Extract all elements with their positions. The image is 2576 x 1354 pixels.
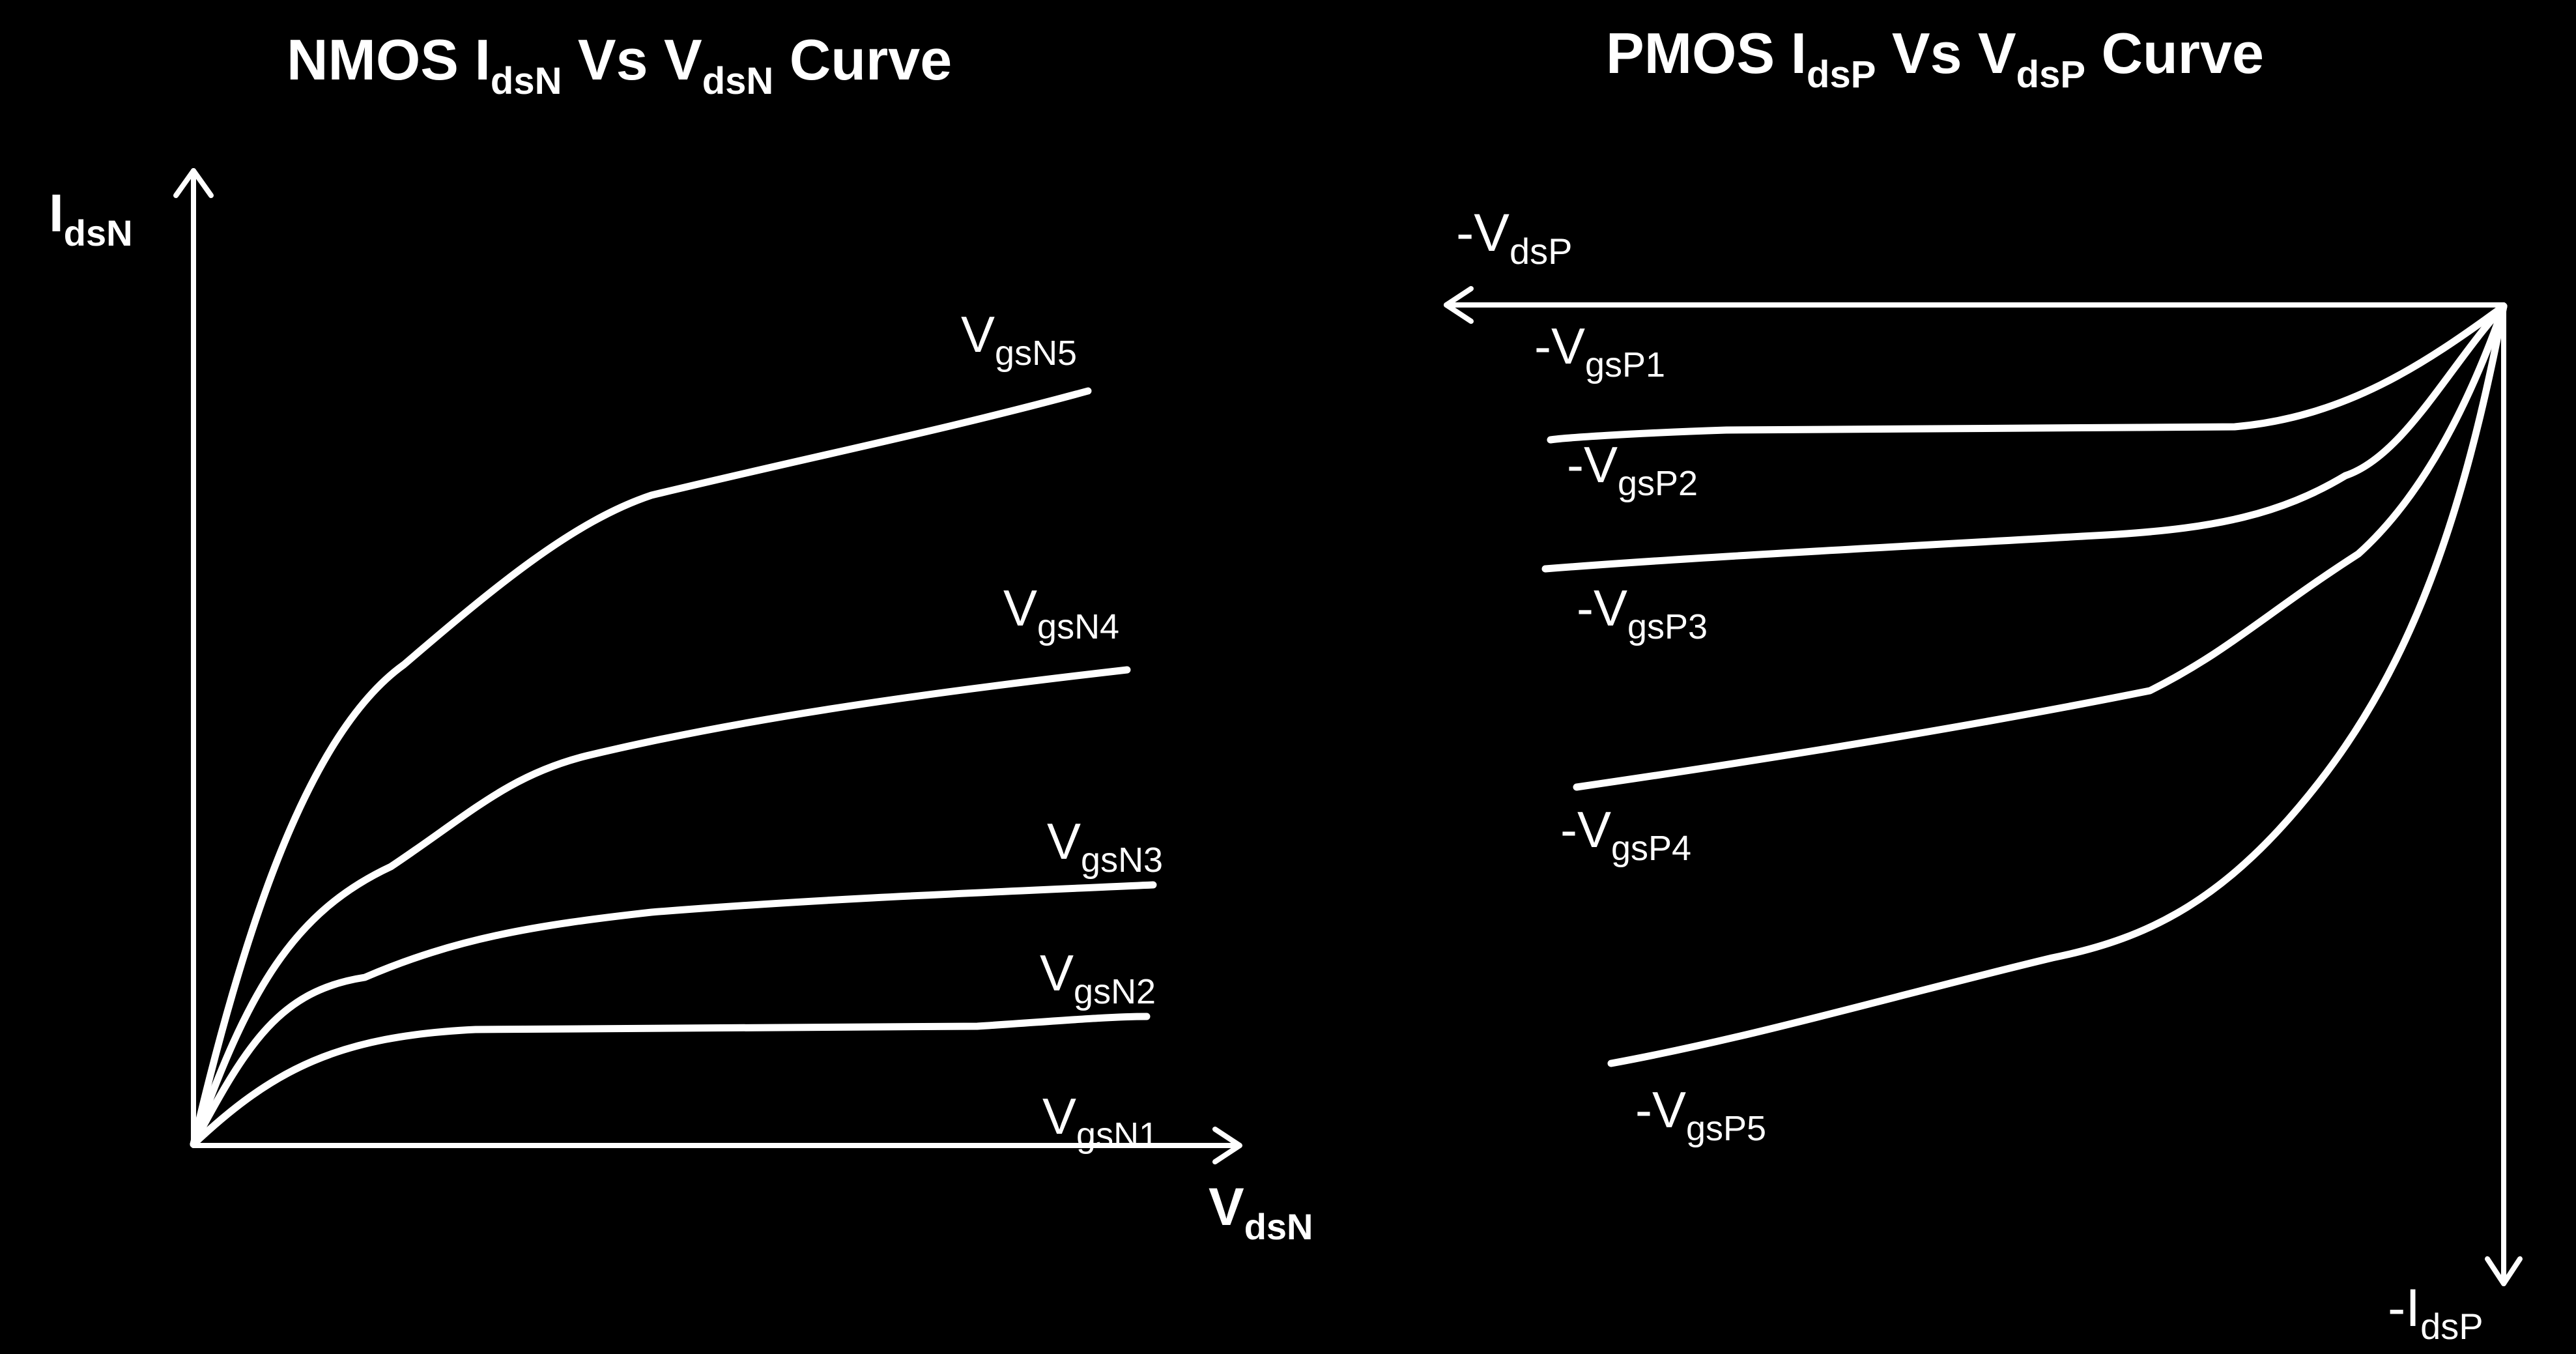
- nmos-x-axis-arrowhead: [1212, 1127, 1242, 1164]
- nmos-label-vgsn4: VgsN4: [1003, 579, 1119, 646]
- nmos-curve-vgsn2: [190, 1013, 1151, 1148]
- pmos-label-vgsp1: -VgsP1: [1534, 317, 1665, 384]
- nmos-curve-vgsn3: [190, 881, 1157, 1148]
- nmos-label-vgsn3: VgsN3: [1047, 813, 1163, 880]
- pmos-x-axis-label: -VdsP: [1456, 203, 1573, 272]
- nmos-y-axis-label: IdsN: [49, 184, 133, 253]
- pmos-label-vgsp2: -VgsP2: [1567, 436, 1698, 503]
- nmos-label-vgsn1: VgsN1: [1042, 1088, 1158, 1155]
- nmos-curve-vgsn4: [190, 666, 1131, 1148]
- pmos-label-vgsp3: -VgsP3: [1577, 579, 1708, 646]
- pmos-y-axis-label: -IdsP: [2388, 1278, 2483, 1347]
- nmos-x-axis-label: VdsN: [1209, 1177, 1313, 1247]
- nmos-y-axis-arrowhead: [173, 168, 214, 198]
- pmos-x-axis-arrowhead: [1444, 286, 1474, 324]
- nmos-panel: NMOS IdsN Vs VdsN Curve IdsN VdsN VgsN1 …: [49, 27, 1313, 1247]
- pmos-curve-vgsp4: [1607, 302, 2508, 1067]
- pmos-curve-vgsp3: [1573, 302, 2508, 791]
- nmos-label-vgsn5: VgsN5: [961, 306, 1077, 373]
- nmos-curve-vgsn5: [190, 387, 1092, 1148]
- pmos-label-vgsp5: -VgsP5: [1635, 1081, 1766, 1148]
- pmos-title: PMOS IdsP Vs VdsP Curve: [1606, 21, 2264, 96]
- nmos-label-vgsn2: VgsN2: [1040, 944, 1156, 1011]
- pmos-panel: PMOS IdsP Vs VdsP Curve -VdsP -IdsP -Vgs…: [1444, 21, 2523, 1347]
- pmos-label-vgsp4: -VgsP4: [1560, 801, 1691, 868]
- pmos-curve-vgsp2: [1541, 302, 2508, 573]
- pmos-y-axis-arrowhead: [2485, 1256, 2523, 1286]
- nmos-title: NMOS IdsN Vs VdsN Curve: [287, 27, 952, 102]
- pmos-curve-vgsp1: [1547, 302, 2508, 444]
